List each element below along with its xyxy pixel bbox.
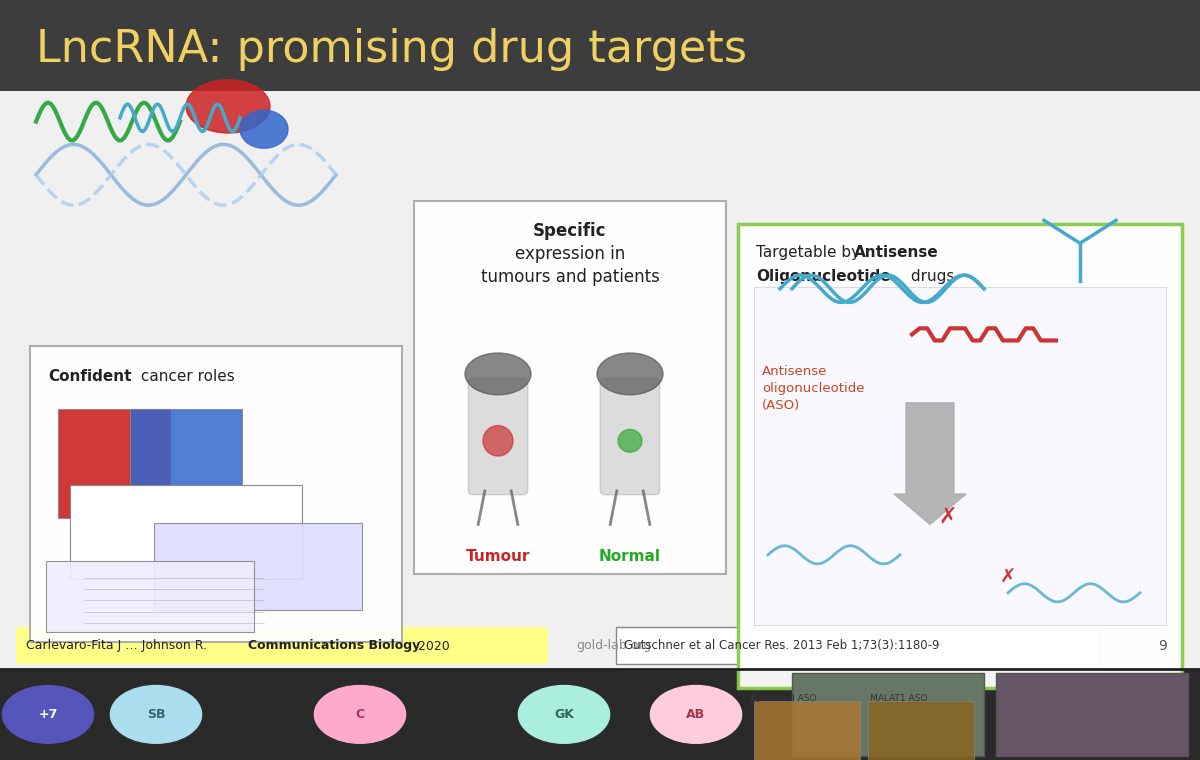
Text: ✗: ✗ (1000, 568, 1016, 587)
Ellipse shape (186, 80, 270, 133)
Text: C: C (355, 708, 365, 721)
FancyBboxPatch shape (468, 378, 528, 495)
FancyBboxPatch shape (130, 409, 242, 503)
FancyBboxPatch shape (792, 673, 984, 756)
Text: A: A (750, 694, 758, 704)
FancyBboxPatch shape (46, 561, 254, 632)
FancyBboxPatch shape (600, 378, 660, 495)
Text: +7: +7 (38, 708, 58, 721)
Text: Targetable by: Targetable by (756, 245, 865, 260)
Text: Antisense
oligonucleotide
(ASO): Antisense oligonucleotide (ASO) (762, 365, 864, 412)
FancyBboxPatch shape (0, 91, 1200, 669)
Text: Communications Biology: Communications Biology (248, 639, 421, 653)
FancyBboxPatch shape (0, 669, 1200, 760)
Circle shape (518, 686, 610, 743)
Text: SB: SB (146, 708, 166, 721)
FancyBboxPatch shape (754, 701, 860, 760)
Text: cancer roles: cancer roles (136, 369, 234, 384)
Text: Tumour: Tumour (466, 549, 530, 564)
FancyArrow shape (894, 403, 966, 524)
Text: expression in
tumours and patients: expression in tumours and patients (480, 245, 660, 287)
Ellipse shape (240, 110, 288, 148)
Circle shape (2, 686, 94, 743)
Text: Specific: Specific (533, 222, 607, 240)
Text: LncRNA: promising drug targets: LncRNA: promising drug targets (36, 28, 746, 71)
Text: AB: AB (686, 708, 706, 721)
Circle shape (314, 686, 406, 743)
FancyBboxPatch shape (154, 523, 362, 610)
Text: GK: GK (554, 708, 574, 721)
FancyBboxPatch shape (58, 409, 170, 518)
FancyBboxPatch shape (414, 201, 726, 574)
FancyBboxPatch shape (70, 485, 302, 579)
Circle shape (110, 686, 202, 743)
Text: Gutschner et al Cancer Res. 2013 Feb 1;73(3):1180-9: Gutschner et al Cancer Res. 2013 Feb 1;7… (624, 639, 940, 653)
FancyBboxPatch shape (616, 627, 1100, 664)
FancyBboxPatch shape (754, 287, 1166, 625)
Text: 2020: 2020 (414, 639, 450, 653)
Ellipse shape (618, 429, 642, 452)
Circle shape (596, 353, 662, 395)
Text: gold-lab.org: gold-lab.org (576, 639, 652, 653)
Text: 9: 9 (1158, 639, 1166, 653)
FancyBboxPatch shape (16, 627, 548, 664)
Text: Control ASO: Control ASO (762, 694, 816, 703)
Text: drugs: drugs (906, 269, 954, 284)
FancyBboxPatch shape (30, 346, 402, 642)
Text: MALAT1 ASO: MALAT1 ASO (870, 694, 928, 703)
Circle shape (466, 353, 530, 395)
FancyBboxPatch shape (0, 0, 1200, 91)
FancyBboxPatch shape (868, 701, 974, 760)
Text: Carlevaro-Fita J … Johnson R.: Carlevaro-Fita J … Johnson R. (26, 639, 211, 653)
Ellipse shape (482, 426, 514, 456)
FancyBboxPatch shape (738, 224, 1182, 688)
Text: Antisense: Antisense (854, 245, 940, 260)
Text: Normal: Normal (599, 549, 661, 564)
FancyBboxPatch shape (996, 673, 1188, 756)
Text: Oligonucleotide: Oligonucleotide (756, 269, 890, 284)
Circle shape (650, 686, 742, 743)
Text: Confident: Confident (48, 369, 132, 384)
Text: ✗: ✗ (938, 507, 958, 527)
